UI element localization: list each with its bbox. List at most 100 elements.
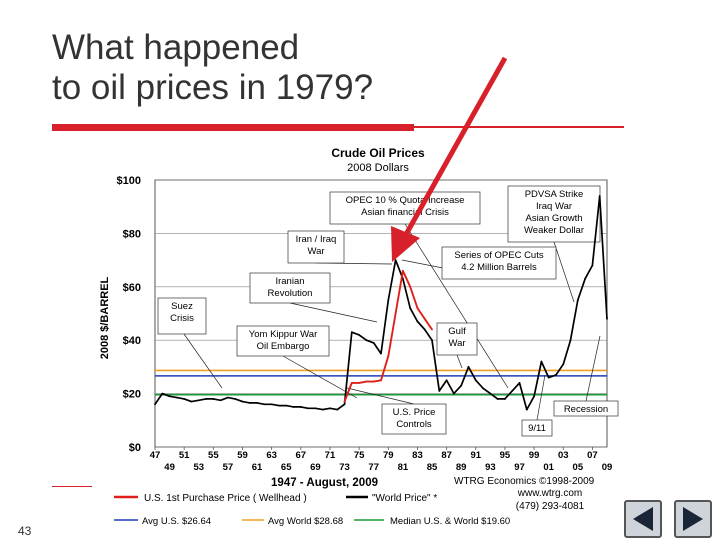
data-point [423, 317, 426, 320]
data-point [372, 380, 375, 383]
annotation-text: Recession [564, 404, 608, 415]
annotation-pointer [404, 223, 509, 389]
credit-line: WTRG Economics ©1998-2009 [454, 476, 595, 487]
data-point [606, 317, 608, 320]
data-point [380, 379, 382, 382]
annotation-text: 9/11 [528, 423, 546, 434]
triangle-right-icon [683, 507, 703, 531]
data-point [380, 352, 382, 355]
data-point [248, 402, 251, 404]
data-point [299, 406, 302, 408]
annotation-text: War [307, 246, 324, 257]
data-point [358, 333, 361, 336]
annotation-text: Gulf [448, 326, 466, 337]
x-tick-label: 79 [383, 450, 394, 461]
data-point [453, 392, 455, 395]
data-point [401, 269, 404, 272]
annotation-text: Yom Kippur War [249, 329, 317, 340]
annotation-box-pdvsa [507, 185, 601, 243]
annotation-text: OPEC 10 % Quota Increase [346, 195, 465, 206]
x-tick-label: 65 [281, 462, 292, 473]
annotation-text: Suez [171, 301, 193, 312]
x-tick-label: 85 [427, 462, 438, 473]
annotation-pointer [282, 355, 358, 399]
data-point [161, 392, 164, 395]
annotation-text: U.S. Price [393, 407, 436, 418]
x-tick-label: 91 [470, 450, 481, 461]
credit-line: (479) 293-4081 [516, 501, 585, 512]
data-point [365, 380, 368, 383]
data-point [263, 403, 266, 406]
y-axis-label: 2008 $/BARREL [99, 276, 111, 359]
data-point [219, 399, 222, 402]
legend-label-world-price: "World Price" * [372, 493, 437, 504]
data-point [321, 408, 324, 411]
data-point [409, 285, 412, 288]
data-point [467, 366, 470, 368]
data-point [234, 398, 237, 400]
data-point [285, 404, 288, 407]
data-point [416, 307, 419, 310]
data-point [555, 374, 557, 376]
x-tick-label: 95 [500, 450, 511, 461]
annotation-text: Asian financial Crisis [361, 207, 449, 218]
credit-line: www.wtrg.com [517, 488, 582, 499]
data-point [394, 259, 397, 261]
annotation-pointer [346, 387, 415, 405]
annotation-text: Iran / Iraq [296, 234, 337, 245]
annotation-pointer [585, 335, 601, 402]
data-point [197, 399, 200, 402]
legend-label-us-price: U.S. 1st Purchase Price ( Wellhead ) [144, 493, 307, 504]
data-point [205, 398, 207, 400]
data-point [460, 384, 463, 387]
data-point [416, 320, 419, 323]
x-tick-label: 57 [223, 462, 234, 473]
annotation-text: Iranian [275, 276, 304, 287]
data-point [387, 299, 390, 302]
data-point [598, 195, 601, 197]
x-tick-label: 51 [179, 450, 190, 461]
data-point [343, 403, 346, 406]
x-tick-label: 09 [602, 462, 613, 473]
chart-title: Crude Oil Prices [331, 146, 425, 160]
x-tick-label: 87 [441, 450, 452, 461]
y-tick-label: $60 [123, 282, 141, 294]
x-tick-label: 77 [368, 462, 379, 473]
annotation-text: Oil Embargo [257, 341, 310, 352]
legend-label-avg-us: Avg U.S. $26.64 [142, 516, 211, 527]
y-tick-label: $100 [117, 175, 141, 187]
x-tick-label: 49 [164, 462, 175, 473]
data-point [154, 403, 156, 406]
data-point [489, 392, 492, 395]
x-tick-label: 89 [456, 462, 467, 473]
data-point [394, 312, 397, 315]
annotation-text: War [448, 338, 465, 349]
y-tick-label: $0 [129, 442, 141, 454]
data-point [175, 396, 178, 399]
data-point [533, 395, 535, 398]
data-point [358, 382, 361, 384]
x-tick-label: 53 [193, 462, 204, 473]
crude-oil-price-chart: Crude Oil Prices 2008 Dollars 2008 $/BAR… [92, 140, 624, 540]
data-point [372, 341, 375, 344]
x-tick-label: 47 [150, 450, 161, 461]
data-point [540, 360, 543, 363]
data-point [314, 407, 317, 410]
annotation-box-iranian [249, 272, 331, 304]
data-point [183, 398, 186, 400]
annotation-text: Weaker Dollar [524, 225, 584, 236]
annotation-box-yom-kippur [236, 325, 330, 357]
title-underline-thin [414, 126, 624, 128]
annotation-pointer [536, 374, 546, 421]
x-tick-label: 75 [354, 450, 365, 461]
x-tick-label: 83 [412, 450, 423, 461]
triangle-left-icon [633, 507, 653, 531]
data-point [569, 339, 572, 342]
x-tick-label: 69 [310, 462, 321, 473]
data-point [584, 277, 587, 280]
x-tick-label: 81 [398, 462, 409, 473]
previous-slide-button[interactable] [624, 500, 662, 538]
data-point [474, 379, 477, 382]
annotation-text: Iraq War [536, 201, 572, 212]
next-slide-button[interactable] [674, 500, 712, 538]
